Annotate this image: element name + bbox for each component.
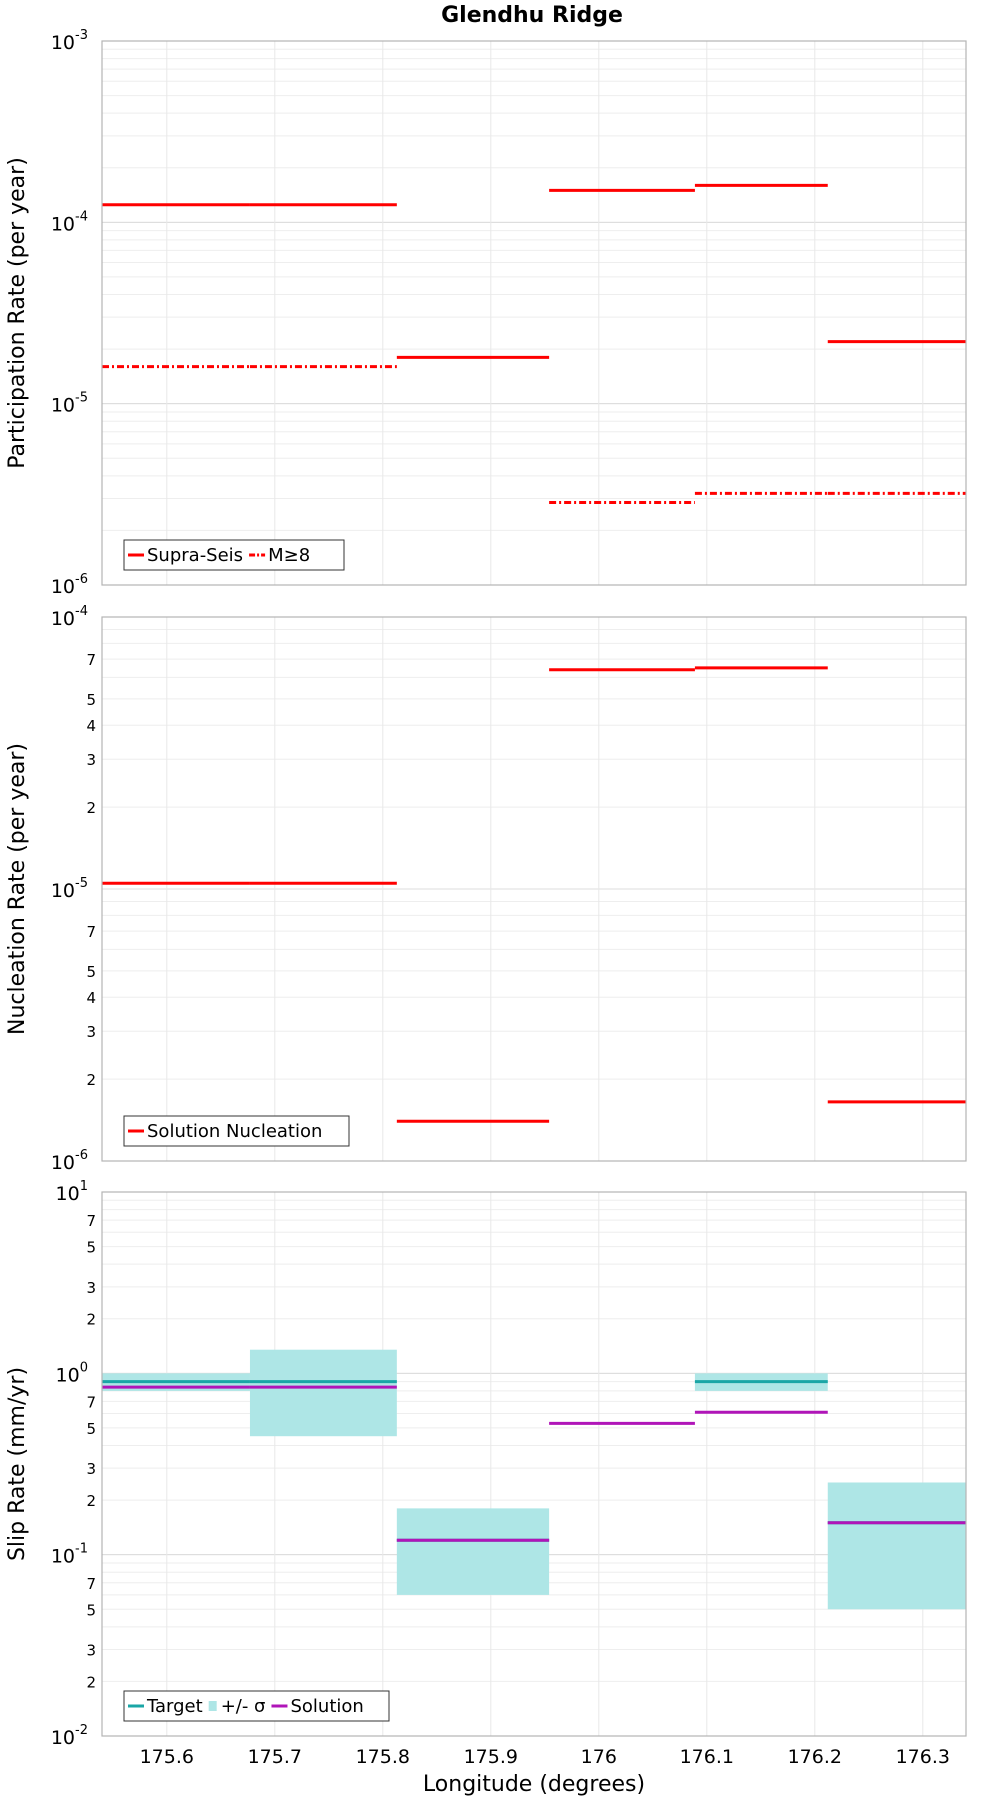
slip-rate-y-axis-label: Slip Rate (mm/yr) (5, 1367, 30, 1561)
legend-box (123, 1115, 350, 1147)
x-tick-label: 175.6 (140, 1746, 194, 1768)
y-tick-label: 10-3 (51, 28, 88, 54)
x-axis-ticks: 175.6 175.7 175.8 175.9 176 176.1 176.2 176.3 (140, 1746, 950, 1768)
y-tick-label: 2 (86, 1673, 96, 1691)
legend-label: M≥8 (268, 545, 310, 566)
y-tick-label: 3 (86, 751, 96, 769)
participation-lines (102, 183, 966, 505)
x-tick-label: 176.1 (680, 1746, 734, 1768)
y-tick-label: 7 (86, 651, 96, 669)
y-tick-label: 4 (86, 989, 96, 1007)
slip-rate-y-ticks: 10-2 2 3 5 7 10-1 2 3 5 7 100 2 3 5 7 101 (51, 1179, 96, 1749)
y-tick-label: 7 (86, 1575, 96, 1593)
x-tick-label: 175.8 (356, 1746, 410, 1768)
nucleation-frame (101, 616, 967, 1162)
y-tick-label: 2 (86, 1492, 96, 1510)
nucleation-y-ticks: 10-6 2 3 4 5 7 10-5 2 3 4 5 7 10-4 (51, 604, 96, 1174)
y-tick-label: 7 (86, 1212, 96, 1230)
x-tick-label: 176 (581, 1746, 617, 1768)
y-tick-label: 3 (86, 1023, 96, 1041)
legend-label: Target (146, 1696, 203, 1717)
y-tick-label: 10-4 (51, 604, 88, 630)
participation-panel: 10-6 10-5 10-4 10-3 Participation Rate (per… (5, 28, 967, 598)
y-tick-label: 10-6 (51, 1148, 88, 1174)
legend-box (123, 1690, 390, 1722)
y-tick-label: 100 (56, 1360, 88, 1386)
slip-rate-frame (101, 1191, 967, 1737)
y-tick-label: 3 (86, 1460, 96, 1478)
y-tick-label: 7 (86, 923, 96, 941)
y-tick-label: 2 (86, 1311, 96, 1329)
chart-title: Glendhu Ridge (441, 3, 623, 28)
y-tick-label: 10-5 (51, 876, 88, 902)
legend-swatch (208, 1701, 217, 1711)
slip-rate-bands (102, 1349, 966, 1610)
y-tick-label: 10-4 (51, 209, 88, 235)
nucleation-lines (102, 666, 966, 1123)
y-tick-label: 7 (86, 1393, 96, 1411)
y-tick-label: 2 (86, 1071, 96, 1089)
sigma-band (396, 1508, 550, 1595)
x-axis-label: Longitude (degrees) (423, 1772, 645, 1797)
sigma-band (827, 1482, 966, 1610)
nucleation-y-axis-label: Nucleation Rate (per year) (5, 743, 30, 1035)
legend-label: Supra-Seis (147, 545, 243, 566)
nucleation-legend: Solution Nucleation (123, 1115, 350, 1147)
x-tick-label: 176.2 (788, 1746, 842, 1768)
slip-rate-lines (102, 1380, 966, 1542)
y-tick-label: 10-6 (51, 572, 88, 598)
y-tick-label: 10-1 (51, 1542, 88, 1568)
sigma-band (249, 1349, 397, 1437)
y-tick-label: 5 (86, 1601, 96, 1619)
legend-box (123, 539, 345, 571)
y-tick-label: 3 (86, 1641, 96, 1659)
y-tick-label: 5 (86, 1420, 96, 1438)
x-tick-label: 175.9 (464, 1746, 518, 1768)
y-tick-label: 5 (86, 691, 96, 709)
y-tick-label: 5 (86, 1239, 96, 1257)
participation-legend: Supra-Seis M≥8 (123, 539, 345, 571)
slip-rate-grid (102, 1191, 966, 1737)
participation-grid (102, 40, 966, 586)
participation-y-axis-label: Participation Rate (per year) (5, 157, 30, 469)
x-tick-label: 176.3 (896, 1746, 950, 1768)
y-tick-label: 10-5 (51, 391, 88, 417)
nucleation-panel: 10-6 2 3 4 5 7 10-5 2 3 4 5 7 10-4 Nucleation Rate (… (5, 604, 967, 1174)
y-tick-label: 4 (86, 717, 96, 735)
legend-label: +/- σ (221, 1696, 266, 1717)
y-tick-label: 5 (86, 963, 96, 981)
y-tick-label: 2 (86, 799, 96, 817)
legend-label: Solution Nucleation (147, 1121, 322, 1142)
nucleation-grid (102, 616, 966, 1162)
participation-y-ticks: 10-6 10-5 10-4 10-3 (51, 28, 88, 598)
y-tick-label: 101 (56, 1179, 88, 1205)
slip-rate-panel: 10-2 2 3 5 7 10-1 2 3 5 7 100 2 3 5 7 101 Slip Rate (mm… (5, 1179, 967, 1797)
participation-frame (101, 40, 967, 586)
y-tick-label: 3 (86, 1279, 96, 1297)
x-tick-label: 175.7 (248, 1746, 302, 1768)
slip-rate-legend: Target +/- σ Solution (123, 1690, 390, 1722)
legend-label: Solution (290, 1696, 363, 1717)
y-tick-label: 10-2 (51, 1723, 88, 1749)
